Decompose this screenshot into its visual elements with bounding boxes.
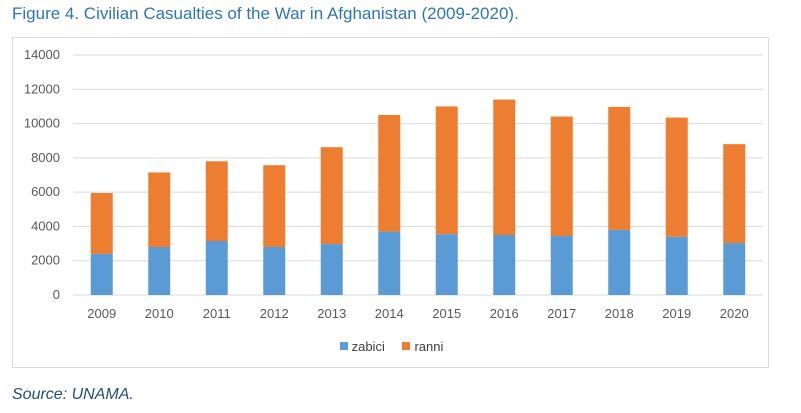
x-tick-label: 2011	[203, 306, 231, 321]
bar-zabici-2019	[665, 236, 688, 295]
y-tick-label: 14000	[24, 47, 60, 62]
bar-ranni-2013	[320, 147, 343, 245]
x-tick-label: 2020	[720, 306, 749, 321]
bar-zabici-2010	[148, 247, 171, 295]
bar-zabici-2013	[320, 244, 343, 295]
x-tick-label: 2012	[260, 306, 289, 321]
legend-label-ranni: ranni	[414, 338, 444, 354]
bar-ranni-2009	[90, 193, 113, 254]
bar-ranni-2016	[493, 99, 516, 235]
y-tick-label: 10000	[24, 116, 60, 131]
bar-zabici-2016	[493, 235, 516, 295]
chart-legend: zabici ranni	[13, 338, 770, 354]
bar-ranni-2010	[148, 172, 171, 247]
legend-label-zabici: zabici	[351, 338, 385, 354]
bar-zabici-2012	[263, 247, 286, 295]
bar-zabici-2017	[550, 236, 573, 295]
bar-zabici-2018	[608, 229, 631, 295]
x-tick-label: 2010	[145, 306, 174, 321]
x-tick-label: 2015	[432, 306, 461, 321]
y-tick-label: 8000	[31, 150, 60, 165]
bar-zabici-2011	[205, 241, 228, 295]
source-note: Source: UNAMA.	[12, 386, 134, 403]
x-tick-label: 2017	[547, 306, 576, 321]
legend-item-zabici: zabici	[339, 338, 385, 354]
bar-zabici-2015	[435, 234, 458, 295]
x-tick-label: 2013	[317, 306, 346, 321]
x-tick-label: 2014	[375, 306, 404, 321]
y-tick-label: 6000	[31, 184, 60, 199]
figure-title: Figure 4. Civilian Casualties of the War…	[12, 4, 519, 23]
bar-ranni-2020	[723, 144, 746, 244]
bar-ranni-2012	[263, 165, 286, 247]
bar-ranni-2011	[205, 161, 228, 241]
legend-swatch-zabici	[339, 342, 348, 350]
legend-swatch-ranni	[402, 342, 411, 350]
bar-ranni-2015	[435, 106, 458, 235]
legend-item-ranni: ranni	[402, 339, 443, 354]
chart-area: 0 2000 4000 6000 8000 10000 12000 14000 2009 2010…	[12, 37, 769, 368]
x-tick-label: 2016	[490, 306, 519, 321]
y-tick-label: 0	[53, 287, 60, 302]
bar-ranni-2018	[608, 106, 631, 230]
y-tick-label: 12000	[24, 81, 60, 96]
x-tick-label: 2019	[662, 306, 691, 321]
bar-zabici-2020	[723, 243, 746, 295]
stacked-bar-chart: 0 2000 4000 6000 8000 10000 12000 14000 2009 2010…	[24, 47, 763, 321]
y-tick-label: 4000	[31, 218, 60, 233]
x-tick-label: 2009	[87, 306, 116, 321]
y-tick-label: 2000	[31, 253, 60, 268]
bar-ranni-2017	[550, 116, 573, 237]
x-tick-label: 2018	[605, 306, 634, 321]
bar-zabici-2009	[90, 253, 113, 295]
bar-ranni-2019	[665, 117, 688, 237]
bar-zabici-2014	[378, 231, 401, 295]
bar-ranni-2014	[378, 115, 401, 232]
